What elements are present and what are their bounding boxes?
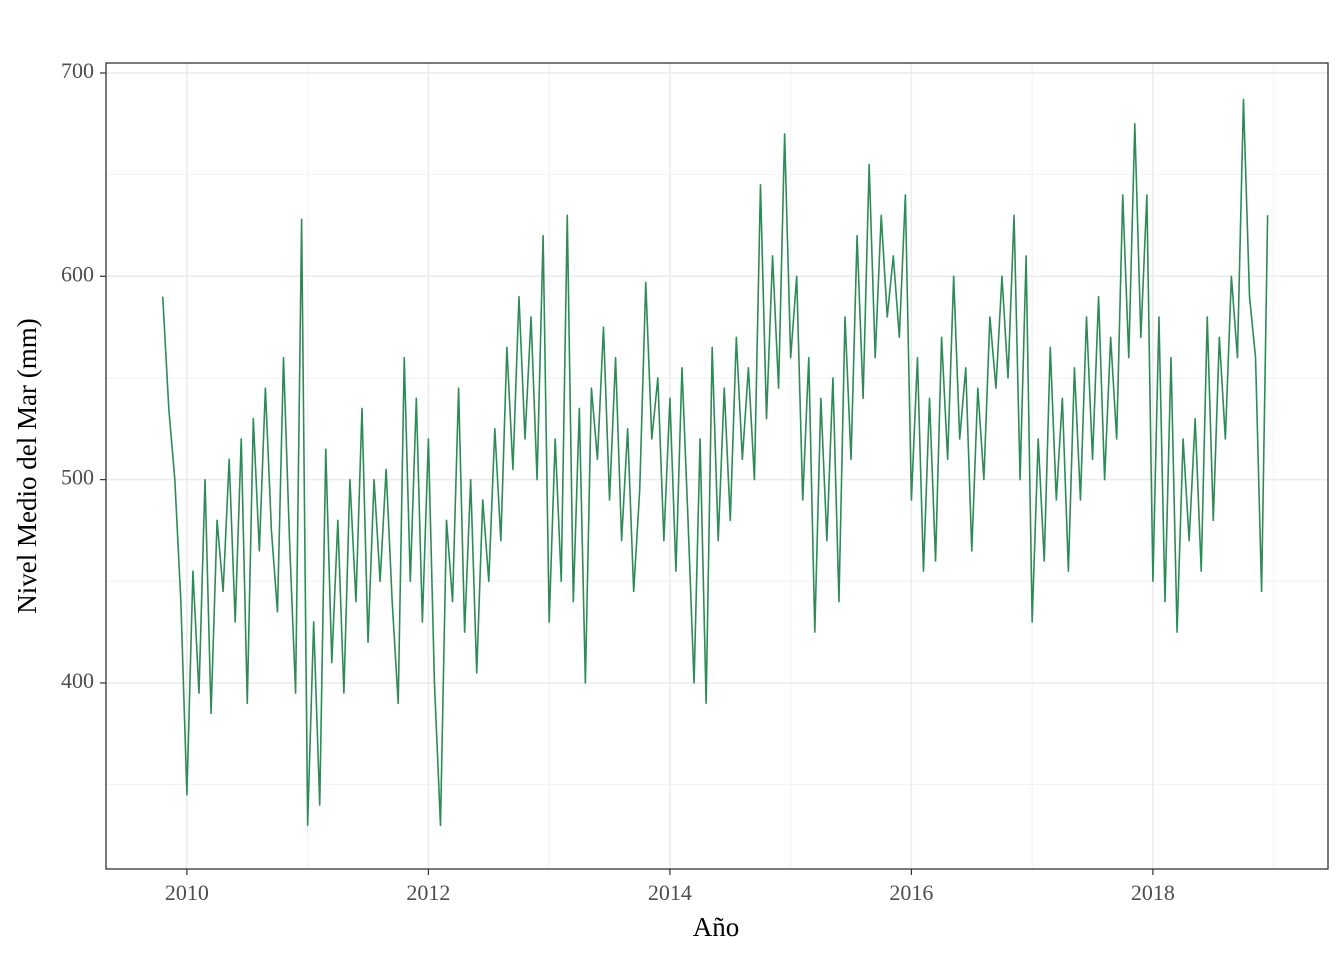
y-axis-title: Nivel Medio del Mar (mm) [12, 318, 42, 613]
x-tick-label: 2014 [648, 880, 692, 905]
plot-area [161, 98, 1269, 827]
y-tick-label: 400 [61, 668, 94, 693]
x-tick-label: 2010 [165, 880, 209, 905]
x-tick-label: 2012 [406, 880, 450, 905]
plot-border [105, 62, 1329, 870]
y-tick-label: 600 [61, 261, 94, 286]
axes: 2010 2012 2014 2016 2018 400 500 600 700 [61, 58, 1175, 905]
y-tick-label: 500 [61, 465, 94, 490]
x-tick-label: 2018 [1131, 880, 1175, 905]
x-tick-label: 2016 [889, 880, 933, 905]
x-axis-title: Año [693, 912, 740, 942]
series-line [161, 98, 1269, 827]
y-tick-label: 700 [61, 58, 94, 83]
